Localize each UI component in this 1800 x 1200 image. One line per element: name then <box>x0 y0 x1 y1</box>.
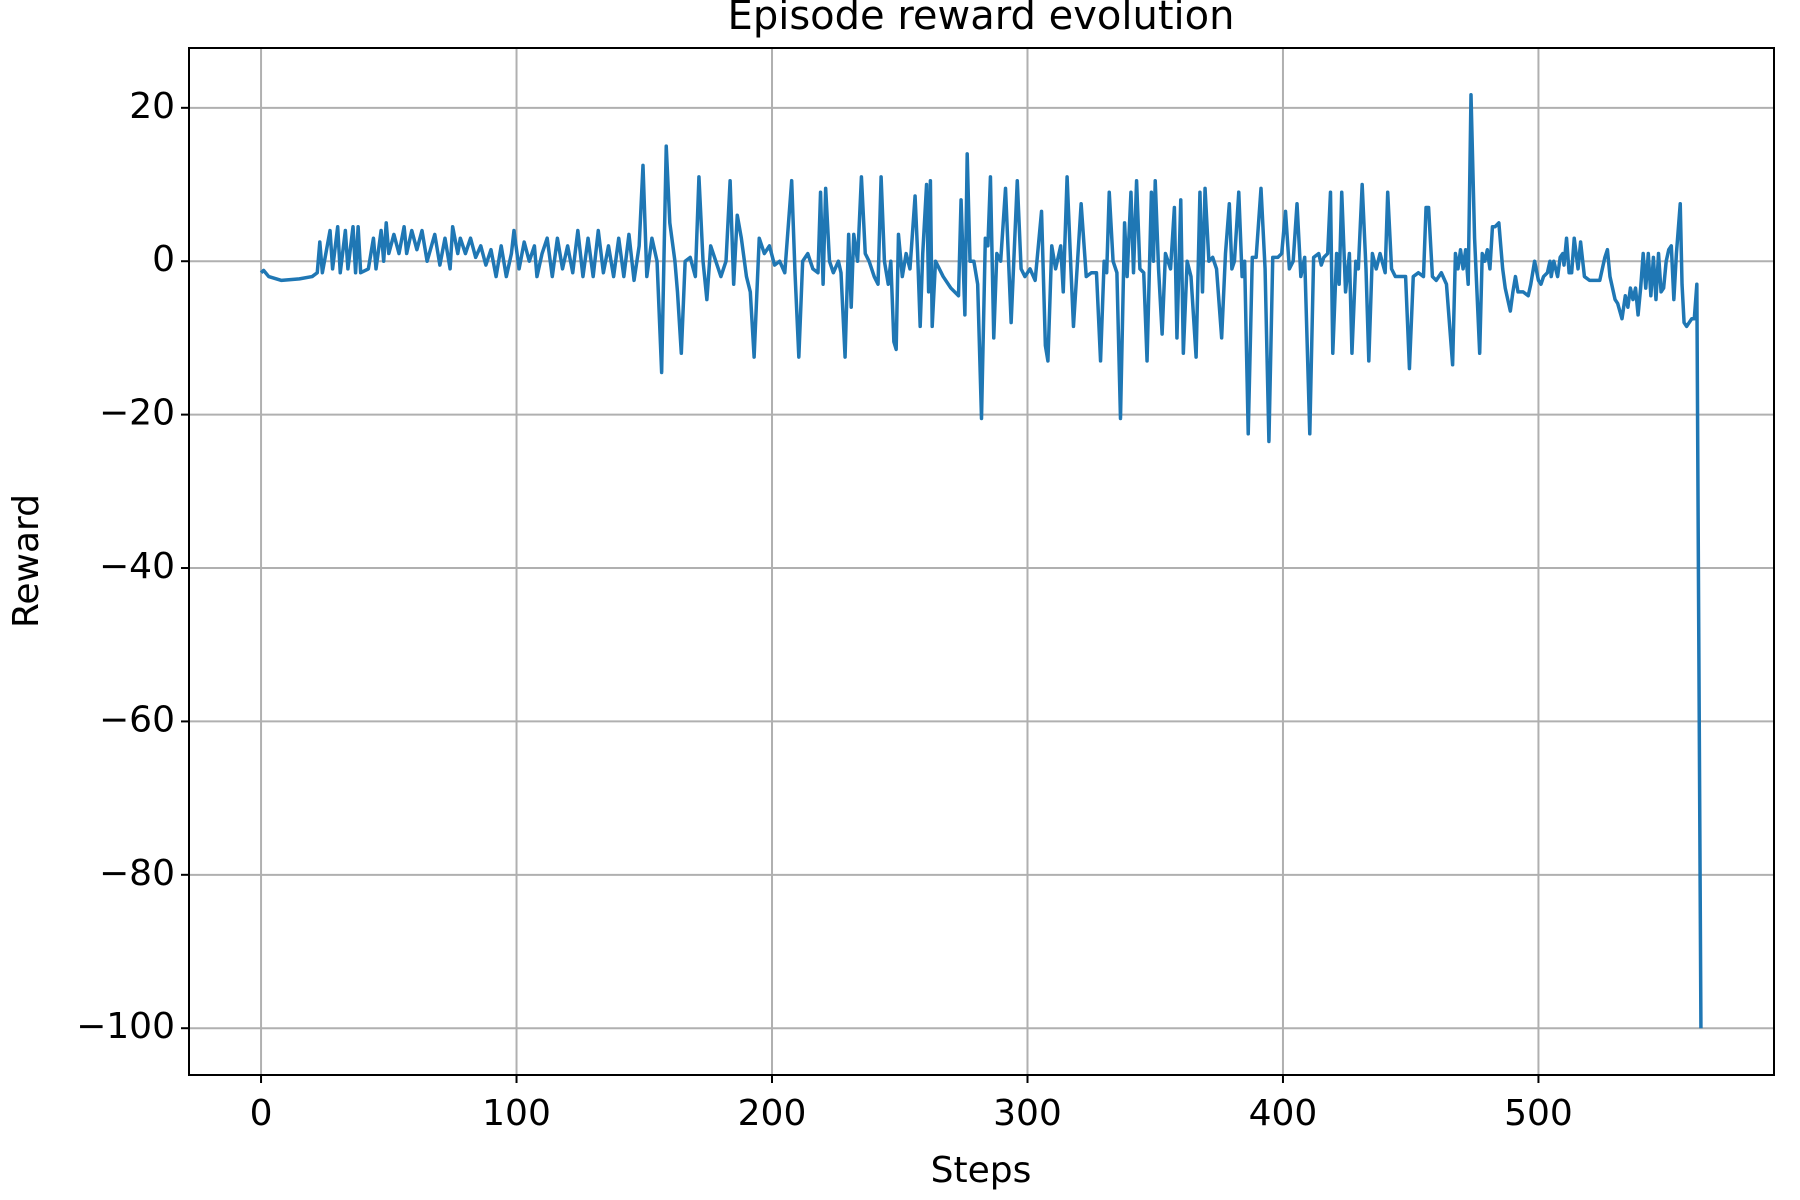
chart-title: Episode reward evolution <box>728 0 1235 39</box>
y-tick-label: 0 <box>152 239 175 280</box>
y-tick-label: 20 <box>129 86 175 127</box>
y-tick-label: −100 <box>76 1006 175 1047</box>
y-tick-label: −60 <box>99 699 175 740</box>
y-tick-label: −40 <box>99 546 175 587</box>
data-line <box>259 93 1703 1029</box>
y-tick-label: −80 <box>99 853 175 894</box>
x-tick-label: 300 <box>993 1093 1062 1134</box>
x-tick-label: 500 <box>1504 1093 1573 1134</box>
x-tick-label: 400 <box>1249 1093 1318 1134</box>
x-tick-label: 200 <box>738 1093 807 1134</box>
plot-frame <box>188 47 1775 1076</box>
x-axis-label: Steps <box>931 1150 1032 1191</box>
y-tick-label: −20 <box>99 393 175 434</box>
x-tick-label: 100 <box>482 1093 551 1134</box>
y-axis-label: Reward <box>6 494 47 628</box>
x-tick-label: 0 <box>250 1093 273 1134</box>
